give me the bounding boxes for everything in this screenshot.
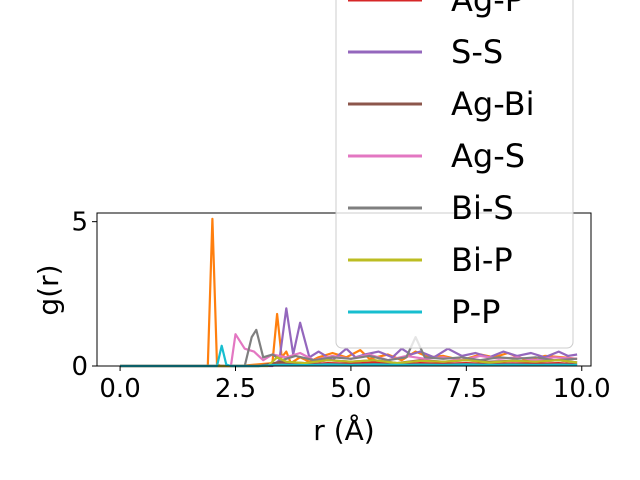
series-line-8	[120, 344, 578, 368]
legend-label: Bi-S	[451, 189, 514, 227]
x-tick-label: 7.5	[446, 374, 487, 404]
legend-label: S-S	[451, 33, 503, 71]
legend-label: Ag-Bi	[451, 85, 534, 123]
x-axis-label: r (Å)	[313, 413, 374, 447]
y-axis-label: g(r)	[32, 264, 65, 315]
legend-label: Ag-P	[451, 0, 524, 19]
legend-items: Ag-P S-S Ag-Bi Ag-S Bi-S Bi-P P-P	[348, 0, 534, 331]
x-tick-label: 2.5	[215, 374, 256, 404]
legend-label: P-P	[451, 293, 500, 331]
series-line-3	[120, 307, 578, 368]
y-tick-label: 5	[71, 208, 88, 238]
y-axis-ticks: 05	[71, 208, 97, 382]
x-axis-ticks: 0.0 2.5 5.0 7.5 10.0	[99, 366, 611, 404]
legend-label: Bi-P	[451, 241, 513, 279]
y-tick-label: 0	[71, 352, 88, 382]
series-line-7	[120, 356, 578, 368]
legend: Ag-P S-S Ag-Bi Ag-S Bi-S Bi-P P-P	[335, 0, 574, 349]
x-tick-label: 5.0	[330, 374, 371, 404]
series-line-6	[120, 328, 578, 368]
x-tick-label: 10.0	[553, 374, 611, 404]
x-tick-label: 0.0	[99, 374, 140, 404]
legend-label: Ag-S	[451, 137, 525, 175]
